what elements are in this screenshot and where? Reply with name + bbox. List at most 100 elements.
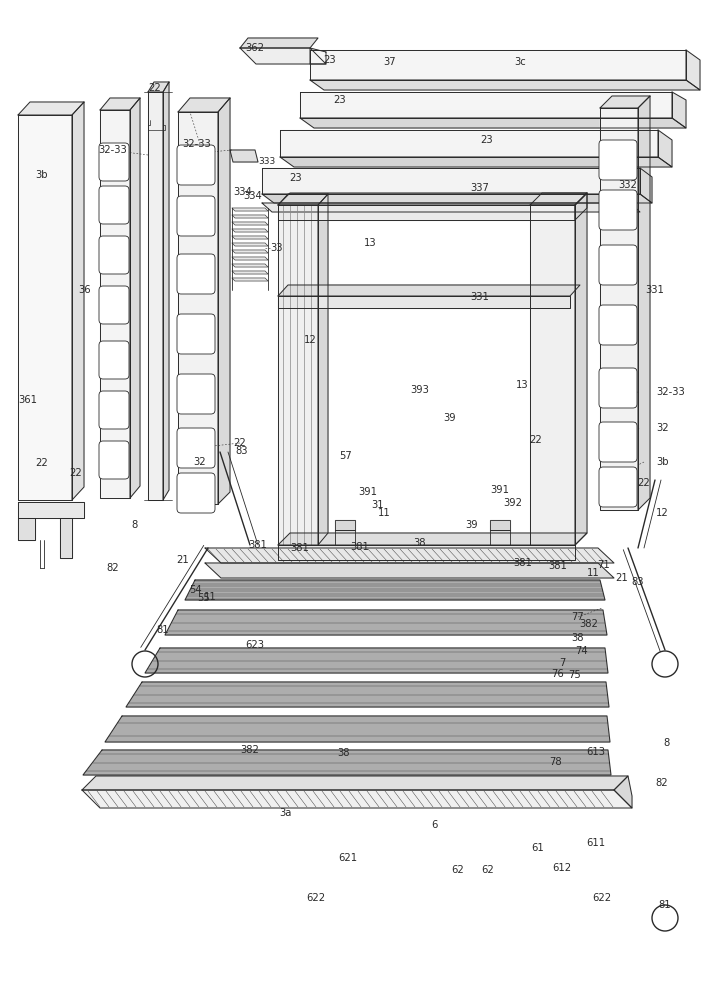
FancyBboxPatch shape (177, 254, 215, 294)
Polygon shape (278, 545, 575, 560)
Polygon shape (148, 92, 163, 500)
Polygon shape (278, 533, 587, 545)
Text: 623: 623 (245, 640, 265, 650)
Text: 22: 22 (149, 83, 162, 93)
Text: 334: 334 (244, 191, 262, 201)
Text: 12: 12 (656, 508, 669, 518)
Text: 6: 6 (431, 820, 437, 830)
Polygon shape (232, 215, 268, 218)
Polygon shape (280, 130, 658, 157)
Text: 3b: 3b (656, 457, 669, 467)
FancyBboxPatch shape (177, 145, 215, 185)
Text: 11: 11 (586, 568, 599, 578)
Text: 11: 11 (378, 508, 390, 518)
Text: 22: 22 (638, 478, 651, 488)
Polygon shape (672, 92, 686, 128)
Polygon shape (60, 518, 72, 558)
FancyBboxPatch shape (99, 186, 129, 224)
FancyBboxPatch shape (177, 428, 215, 468)
Polygon shape (126, 682, 609, 707)
Text: 3a: 3a (279, 808, 291, 818)
Polygon shape (205, 548, 614, 563)
Polygon shape (278, 193, 587, 205)
Text: 21: 21 (616, 573, 628, 583)
FancyBboxPatch shape (599, 368, 637, 408)
Polygon shape (335, 530, 355, 545)
Text: 55: 55 (197, 593, 210, 603)
Polygon shape (82, 776, 628, 790)
Text: 381: 381 (513, 558, 533, 568)
Polygon shape (490, 530, 510, 545)
Text: 38: 38 (337, 748, 350, 758)
Polygon shape (232, 222, 268, 225)
Text: 36: 36 (79, 285, 92, 295)
Polygon shape (300, 118, 686, 128)
Text: 392: 392 (503, 498, 523, 508)
Text: 71: 71 (598, 560, 611, 570)
Text: 331: 331 (470, 292, 490, 302)
Text: 8: 8 (664, 738, 670, 748)
FancyBboxPatch shape (99, 286, 129, 324)
Text: 83: 83 (236, 446, 248, 456)
Polygon shape (335, 520, 355, 530)
Text: 12: 12 (304, 335, 316, 345)
Text: 23: 23 (334, 95, 346, 105)
Polygon shape (300, 92, 672, 118)
Text: 21: 21 (177, 555, 189, 565)
Text: 32-33: 32-33 (99, 145, 127, 155)
Polygon shape (232, 229, 268, 232)
Polygon shape (310, 48, 326, 64)
Polygon shape (18, 115, 72, 500)
Text: 74: 74 (576, 646, 588, 656)
FancyBboxPatch shape (177, 473, 215, 513)
Polygon shape (280, 157, 672, 167)
Text: 22: 22 (36, 458, 49, 468)
Polygon shape (658, 130, 672, 167)
Text: 62: 62 (452, 865, 464, 875)
Text: 39: 39 (444, 413, 456, 423)
Polygon shape (18, 102, 84, 115)
FancyBboxPatch shape (599, 467, 637, 507)
Text: 62: 62 (482, 865, 494, 875)
FancyBboxPatch shape (99, 143, 129, 181)
Text: 13: 13 (516, 380, 528, 390)
Text: 381: 381 (249, 540, 267, 550)
Text: 22: 22 (69, 468, 82, 478)
Text: 391: 391 (490, 485, 510, 495)
FancyBboxPatch shape (599, 140, 637, 180)
Text: 82: 82 (107, 563, 119, 573)
Text: 391: 391 (358, 487, 378, 497)
Text: 622: 622 (307, 893, 325, 903)
Polygon shape (278, 296, 570, 308)
Polygon shape (163, 82, 169, 500)
Polygon shape (262, 168, 640, 194)
Polygon shape (278, 194, 328, 205)
FancyBboxPatch shape (99, 391, 129, 429)
Polygon shape (18, 502, 84, 518)
Polygon shape (278, 205, 318, 545)
Text: 32-33: 32-33 (182, 139, 212, 149)
Text: 621: 621 (338, 853, 358, 863)
Text: 8: 8 (132, 520, 138, 530)
FancyBboxPatch shape (599, 305, 637, 345)
Polygon shape (575, 193, 587, 220)
Text: 382: 382 (240, 745, 260, 755)
Text: 76: 76 (552, 669, 564, 679)
Text: 32: 32 (194, 457, 207, 467)
Polygon shape (232, 264, 268, 267)
Polygon shape (600, 96, 650, 108)
Text: 81: 81 (659, 900, 671, 910)
Polygon shape (232, 236, 268, 239)
Text: 39: 39 (465, 520, 478, 530)
Polygon shape (232, 257, 268, 260)
Polygon shape (148, 82, 169, 92)
Polygon shape (18, 518, 35, 540)
Text: 75: 75 (568, 670, 581, 680)
Polygon shape (145, 648, 608, 673)
Polygon shape (686, 50, 700, 90)
FancyBboxPatch shape (99, 341, 129, 379)
Polygon shape (82, 790, 632, 808)
Text: 32-33: 32-33 (656, 387, 685, 397)
Polygon shape (262, 203, 640, 212)
Polygon shape (640, 168, 652, 203)
